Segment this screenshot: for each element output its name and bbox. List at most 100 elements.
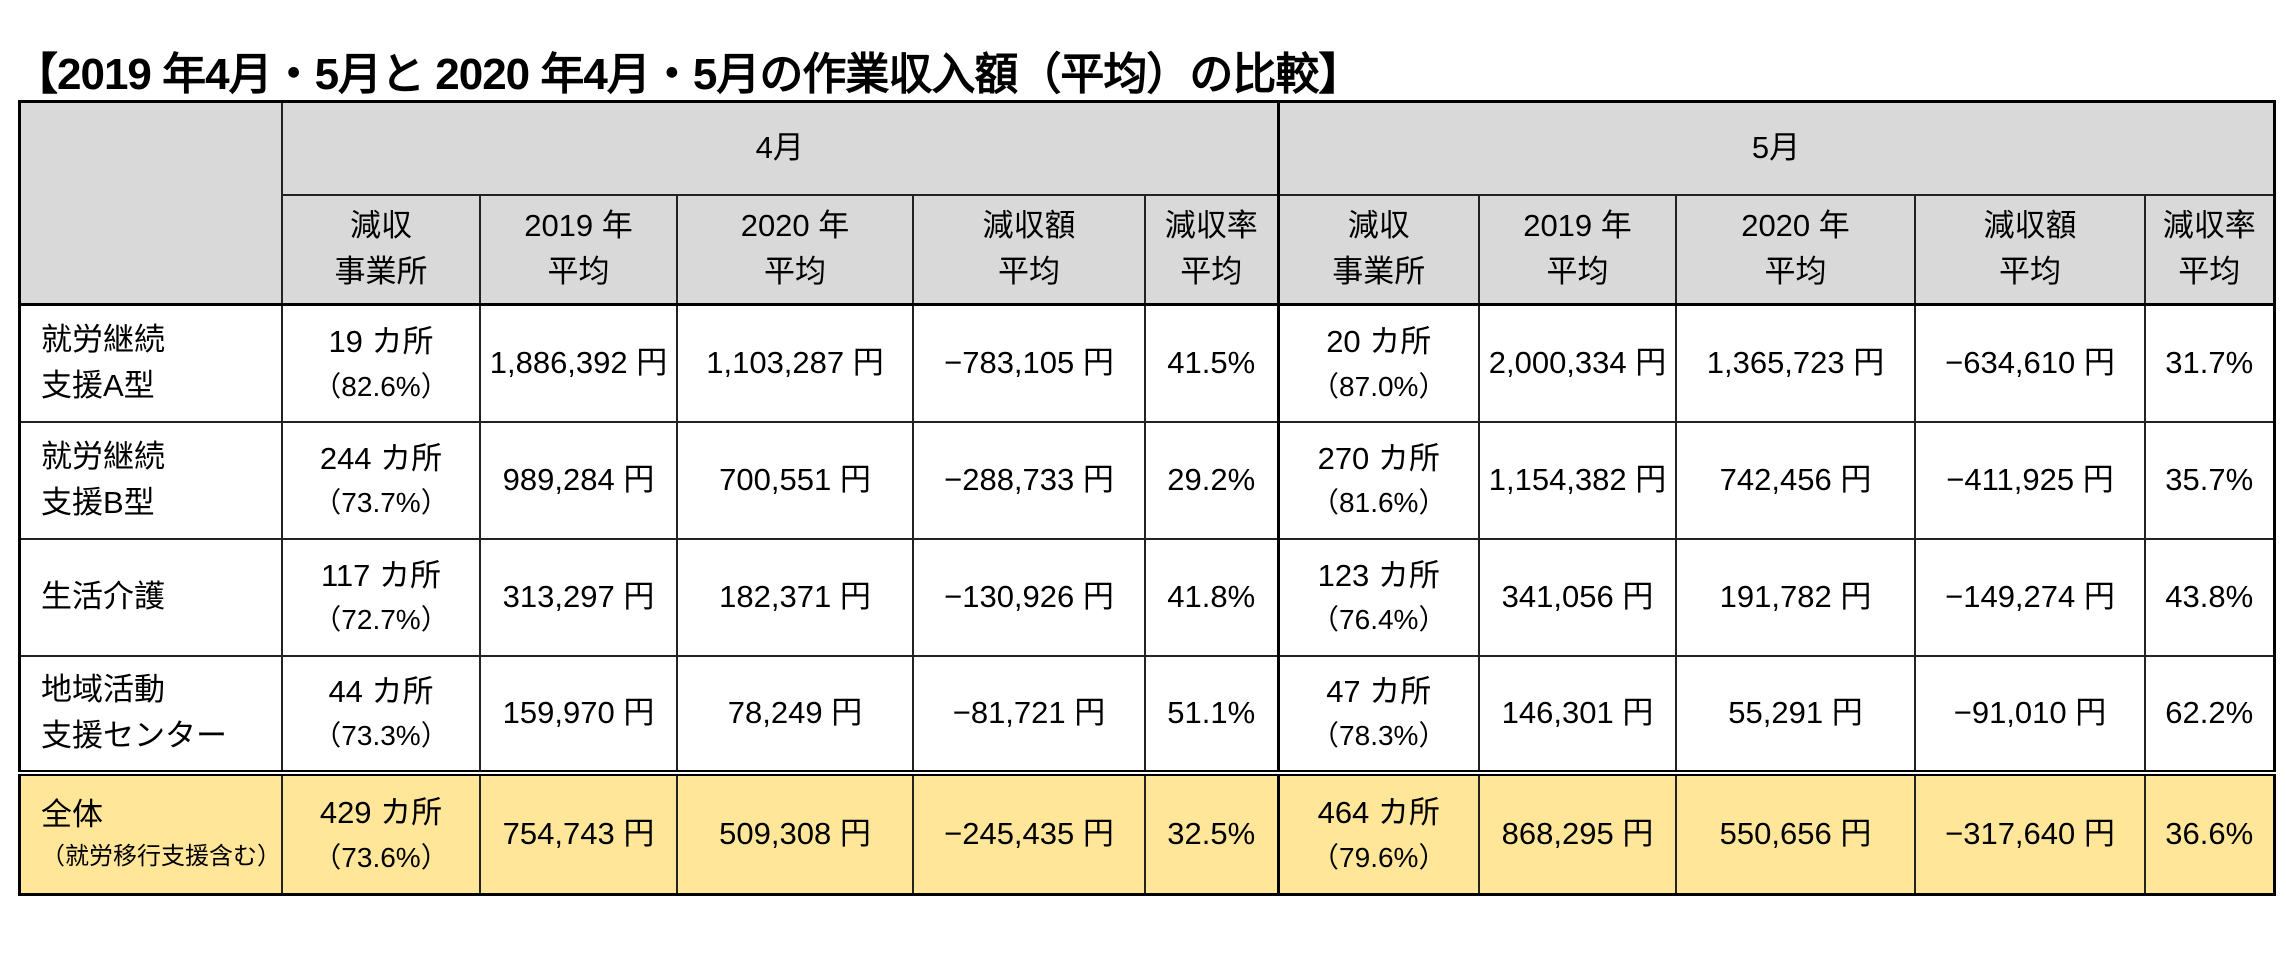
y2019-cell: 989,284 円 [479, 420, 678, 540]
total-label-text: 全体 [41, 796, 103, 832]
table-row: 地域活動 支援センター 44 カ所 （73.3%） 159,970 円 78,249 円 −… [18, 654, 2275, 774]
rate-cell: 41.5% [1144, 303, 1279, 423]
office-count: 123 カ所 [1317, 557, 1440, 593]
column-header-line: 事業所 [334, 254, 428, 290]
rate-cell: 36.6% [2144, 769, 2275, 896]
office-count-cell: 117 カ所 （72.7%） [281, 537, 481, 657]
column-header-line: 2020 年 [740, 207, 850, 243]
column-header-line: 減収 [1347, 207, 1410, 243]
y2020-cell: 78,249 円 [676, 654, 914, 774]
column-header: 減収 事業所 [281, 193, 481, 306]
diff-cell: −245,435 円 [912, 769, 1146, 896]
column-header-line: 平均 [547, 254, 610, 290]
row-label-line: 支援センター [41, 718, 227, 753]
office-percent: （73.6%） [313, 841, 449, 873]
rate-cell: 35.7% [2144, 420, 2275, 540]
total-label: 全体 （就労移行支援含む） [18, 769, 283, 896]
y2019-cell: 2,000,334 円 [1478, 303, 1677, 423]
column-header-line: 平均 [1180, 254, 1243, 290]
income-comparison-table: 4月 5月 減収 事業所 2019 年平均 2020 年平均 減収額 平均 減収率 平均 減収事… [18, 100, 2276, 896]
office-count: 117 カ所 [320, 557, 442, 593]
office-percent: （87.0%） [1311, 370, 1447, 402]
rate-cell: 41.8% [1144, 537, 1279, 657]
office-count-cell: 464 カ所 （79.6%） [1276, 769, 1480, 896]
rate-cell: 29.2% [1144, 420, 1279, 540]
total-note: （就労移行支援含む） [41, 843, 281, 871]
diff-cell: −783,105 円 [912, 303, 1146, 423]
office-count-cell: 19 カ所 （82.6%） [281, 303, 481, 423]
office-count-cell: 429 カ所 （73.6%） [281, 769, 481, 896]
office-count: 44 カ所 [328, 673, 434, 709]
diff-cell: −149,274 円 [1914, 537, 2146, 657]
column-header: 2019 年平均 [479, 193, 678, 306]
y2020-cell: 1,365,723 円 [1675, 303, 1916, 423]
column-header-line: 平均 [2178, 254, 2241, 290]
y2019-cell: 868,295 円 [1478, 769, 1677, 896]
diff-cell: −91,010 円 [1914, 654, 2146, 774]
y2020-cell: 191,782 円 [1675, 537, 1916, 657]
rate-cell: 43.8% [2144, 537, 2275, 657]
office-count-cell: 47 カ所 （78.3%） [1276, 654, 1480, 774]
column-header-line: 平均 [1764, 254, 1827, 290]
y2019-cell: 1,886,392 円 [479, 303, 678, 423]
column-header: 減収率 平均 [1144, 193, 1279, 306]
office-count-cell: 44 カ所 （73.3%） [281, 654, 481, 774]
total-row: 全体 （就労移行支援含む） 429 カ所 （73.6%） 754,743 円 509,30… [18, 769, 2275, 896]
column-header-line: 平均 [764, 254, 826, 290]
office-count: 464 カ所 [1317, 795, 1440, 830]
row-label-line: 地域活動 [41, 671, 165, 707]
column-header-line: 減収額 [1983, 207, 2077, 243]
month-header-may: 5月 [1276, 100, 2275, 196]
office-percent: （79.6%） [1311, 841, 1447, 873]
column-header: 減収率 平均 [2144, 193, 2275, 306]
diff-cell: −288,733 円 [912, 420, 1146, 540]
row-label: 生活介護 [18, 537, 283, 657]
diff-cell: −130,926 円 [912, 537, 1146, 657]
office-count-cell: 270 カ所 （81.6%） [1276, 420, 1480, 540]
y2020-cell: 1,103,287 円 [676, 303, 914, 423]
column-header: 2020 年平均 [1675, 193, 1916, 306]
y2019-cell: 754,743 円 [479, 769, 678, 896]
rate-cell: 51.1% [1144, 654, 1279, 774]
y2019-cell: 146,301 円 [1478, 654, 1677, 774]
diff-cell: −81,721 円 [912, 654, 1146, 774]
column-header: 減収額 平均 [912, 193, 1146, 306]
office-count: 19 カ所 [328, 324, 434, 359]
office-count: 244 カ所 [319, 440, 443, 476]
column-header-line: 減収額 [982, 207, 1076, 243]
office-percent: （73.7%） [313, 487, 449, 519]
table-row: 就労継続 支援B型 244 カ所 （73.7%） 989,284 円 700,551 円 −… [18, 420, 2275, 540]
y2019-cell: 1,154,382 円 [1478, 420, 1677, 540]
y2020-cell: 509,308 円 [676, 769, 914, 896]
diff-cell: −411,925 円 [1914, 420, 2146, 540]
column-header-line: 事業所 [1332, 254, 1426, 290]
column-header-line: 平均 [1999, 254, 2061, 290]
table-row: 生活介護 117 カ所 （72.7%） 313,297 円 182,371 円 −130,… [18, 537, 2275, 657]
row-label-line: 支援A型 [41, 368, 155, 404]
y2020-cell: 550,656 円 [1675, 769, 1916, 896]
column-header: 2020 年平均 [676, 193, 914, 306]
office-count: 20 カ所 [1326, 324, 1432, 359]
y2019-cell: 313,297 円 [479, 537, 678, 657]
y2020-cell: 55,291 円 [1675, 654, 1916, 774]
office-percent: （76.4%） [1311, 604, 1447, 636]
row-label-line: 生活介護 [41, 578, 165, 614]
column-header-line: 平均 [998, 254, 1060, 290]
column-header: 2019 年平均 [1478, 193, 1677, 306]
office-count-cell: 123 カ所 （76.4%） [1276, 537, 1480, 657]
office-percent: （82.6%） [313, 370, 449, 402]
column-header: 減収 事業所 [1276, 193, 1480, 306]
office-percent: （73.3%） [313, 720, 449, 752]
y2020-cell: 742,456 円 [1675, 420, 1916, 540]
page-title: 【2019 年4月・5月と 2020 年4月・5月の作業収入額（平均）の比較】 [14, 50, 1362, 99]
office-percent: （81.6%） [1311, 487, 1447, 519]
column-header-line: 減収率 [1164, 207, 1258, 243]
y2020-cell: 700,551 円 [676, 420, 914, 540]
table-row: 就労継続 支援A型 19 カ所 （82.6%） 1,886,392 円 1,103,287… [18, 303, 2275, 423]
office-count: 47 カ所 [1326, 673, 1432, 709]
y2019-cell: 341,056 円 [1478, 537, 1677, 657]
y2019-cell: 159,970 円 [479, 654, 678, 774]
row-label-line: 支援B型 [41, 485, 155, 520]
column-header-line: 2020 年 [1741, 207, 1850, 243]
row-label: 就労継続 支援B型 [18, 420, 283, 540]
